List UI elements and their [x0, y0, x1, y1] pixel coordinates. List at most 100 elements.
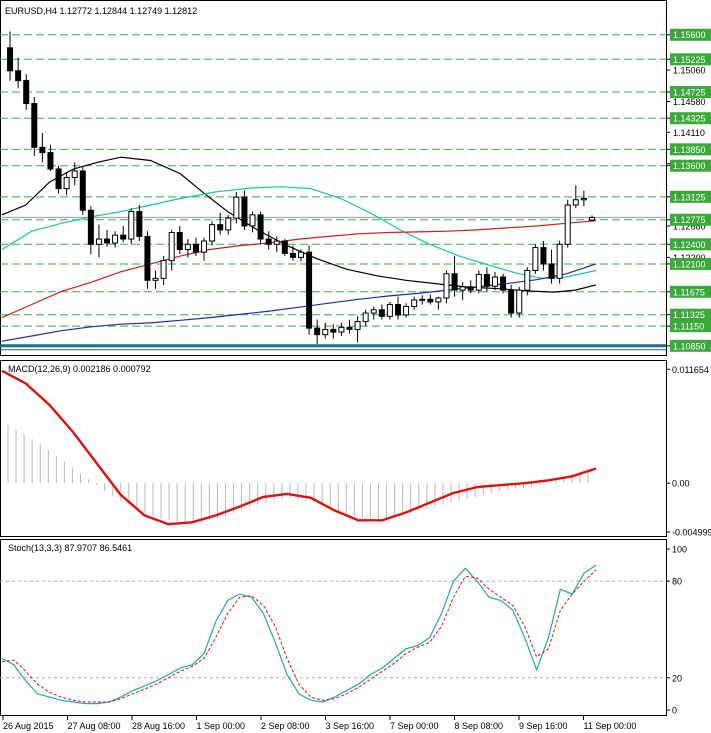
candle[interactable] [346, 319, 353, 334]
candle[interactable] [87, 206, 94, 255]
candle[interactable] [411, 296, 418, 310]
candle[interactable] [217, 212, 224, 235]
candle[interactable] [564, 199, 571, 248]
candle[interactable] [241, 190, 248, 230]
candle[interactable] [443, 270, 450, 304]
macd-pane-frame [0, 360, 667, 537]
candle[interactable] [548, 249, 555, 284]
candle[interactable] [516, 286, 523, 318]
candle[interactable] [168, 229, 175, 271]
candle[interactable] [23, 74, 30, 111]
candle[interactable] [47, 144, 54, 171]
candle[interactable] [306, 245, 313, 335]
macd-axis: 0.011654 0.00 -0.004999 [666, 365, 711, 538]
candle[interactable] [500, 273, 507, 294]
bull-candle-body [128, 211, 135, 240]
bull-candle-body [338, 326, 345, 333]
candle[interactable] [249, 211, 256, 233]
candle[interactable] [289, 245, 296, 261]
candle[interactable] [588, 215, 595, 222]
candle[interactable] [63, 172, 70, 196]
candle[interactable] [451, 256, 458, 297]
bull-candle-body [443, 273, 450, 299]
candle[interactable] [540, 241, 547, 271]
candle[interactable] [427, 294, 434, 305]
candle[interactable] [483, 267, 490, 292]
candle[interactable] [524, 267, 531, 296]
candle[interactable] [281, 239, 288, 257]
bear-candle-body [281, 240, 288, 254]
candle[interactable] [192, 237, 199, 257]
price-axis-label: 1.12200 [673, 253, 706, 263]
candle[interactable] [298, 249, 304, 262]
candle[interactable] [273, 236, 280, 253]
candle[interactable] [120, 225, 127, 243]
candle[interactable] [419, 295, 426, 305]
candle[interactable] [556, 241, 563, 284]
candle[interactable] [184, 239, 191, 258]
bull-candle-body [403, 306, 410, 316]
candle[interactable] [265, 231, 272, 250]
candle[interactable] [257, 211, 264, 245]
bear-candle-body [31, 103, 38, 148]
price-tag-label: 1.10850 [673, 341, 706, 351]
candle[interactable] [152, 270, 159, 289]
candlesticks[interactable] [7, 31, 595, 344]
bear-candle-body [7, 47, 14, 72]
candle[interactable] [459, 282, 466, 300]
candle[interactable] [475, 270, 482, 294]
candle[interactable] [136, 205, 143, 242]
candle[interactable] [338, 322, 345, 336]
candle[interactable] [160, 256, 167, 285]
candle[interactable] [572, 185, 579, 209]
candle[interactable] [233, 191, 240, 224]
candle[interactable] [435, 296, 442, 310]
candle[interactable] [491, 271, 498, 291]
candle[interactable] [378, 304, 385, 320]
candle[interactable] [314, 319, 321, 344]
bear-candle-body [314, 327, 321, 336]
bear-candle-body [104, 238, 111, 244]
candle[interactable] [144, 231, 151, 289]
candle[interactable] [201, 237, 208, 261]
bull-candle-body [152, 277, 159, 281]
candle[interactable] [362, 309, 369, 327]
candle[interactable] [71, 162, 78, 186]
candle[interactable] [39, 132, 46, 163]
candle[interactable] [322, 322, 329, 339]
candle[interactable] [403, 303, 410, 318]
candle[interactable] [394, 296, 401, 320]
price-tag-label: 1.14325 [673, 114, 706, 124]
candle[interactable] [532, 244, 539, 274]
candle[interactable] [176, 225, 183, 255]
bear-candle-body [23, 80, 30, 105]
candle[interactable] [31, 96, 38, 156]
candle[interactable] [386, 301, 393, 320]
candle[interactable] [7, 31, 14, 81]
candle[interactable] [354, 316, 361, 343]
bull-candle-body [354, 321, 361, 330]
bull-candle-body [532, 247, 539, 271]
candle[interactable] [508, 284, 515, 318]
candle[interactable] [104, 229, 111, 247]
candle[interactable] [330, 324, 337, 339]
candle[interactable] [128, 208, 135, 245]
time-tick-label: 11 Sep 00:00 [584, 721, 637, 731]
macd-tick-label: 0.011654 [672, 365, 709, 375]
candle[interactable] [209, 221, 216, 246]
price-tag-label: 1.14725 [673, 88, 706, 98]
stoch-signal-line [1, 569, 597, 703]
candle[interactable] [112, 231, 119, 248]
candle[interactable] [95, 224, 102, 258]
candle[interactable] [370, 306, 377, 320]
candle[interactable] [467, 280, 474, 294]
price-tag-bg [670, 112, 711, 125]
stoch-main-line [1, 564, 597, 705]
candle[interactable] [15, 57, 22, 89]
candle[interactable] [55, 165, 62, 194]
bear-candle-body [241, 196, 248, 227]
candle[interactable] [225, 214, 232, 235]
candle[interactable] [580, 190, 587, 207]
candle[interactable] [79, 165, 86, 215]
